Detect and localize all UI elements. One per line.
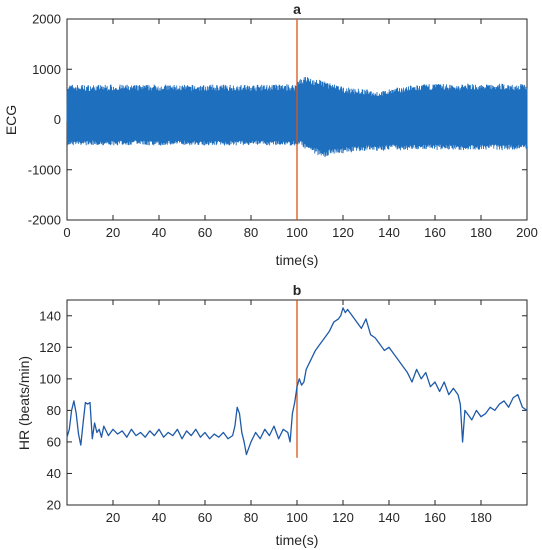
panel-a-x-tick-label-2: 40 <box>152 225 166 240</box>
panel-a-ticks: 0 20 40 60 80 100 120 140 160 180 200 -2000 -1000 0 10… <box>28 12 538 241</box>
panel-b-x-tick-label-0: 20 <box>106 510 120 525</box>
panel-a-x-tick-label-0: 0 <box>63 225 70 240</box>
panel-b-x-tick-label-4: 100 <box>286 510 308 525</box>
panel-a-x-tick-label-6: 120 <box>332 225 354 240</box>
ecg-panel: a 0 20 40 60 80 100 120 140 160 180 200-2000-10000… <box>3 1 538 268</box>
panel-b-title: b <box>293 282 302 298</box>
hr-panel: b 20 40 60 80 100 120 140 160 180 20 40 60 80 100 120 1… <box>16 282 528 548</box>
panel-b-y-tick-label-6: 140 <box>39 308 61 323</box>
panel-b-y-tick-label-1: 40 <box>47 466 61 481</box>
panel-b-y-tick-label-5: 120 <box>39 340 61 355</box>
panel-b-y-tick-label-3: 80 <box>47 403 61 418</box>
panel-b-x-label: time(s) <box>276 532 319 548</box>
panel-a-y-tick-label-1: -1000 <box>28 162 61 177</box>
panel-a-x-tick-label-7: 140 <box>378 225 400 240</box>
panel-b-x-tick-label-3: 80 <box>244 510 258 525</box>
panel-a-x-tick-label-1: 20 <box>106 225 120 240</box>
panel-b-x-tick-label-1: 40 <box>152 510 166 525</box>
panel-a-title: a <box>293 1 301 17</box>
panel-b-x-tick-label-2: 60 <box>198 510 212 525</box>
panel-b-x-tick-label-5: 120 <box>332 510 354 525</box>
hr-line <box>66 307 528 456</box>
panel-a-y-tick-label-2: 0 <box>54 112 61 127</box>
panel-a-y-tick-label-0: -2000 <box>28 213 61 228</box>
panel-a-x-tick-label-8: 160 <box>424 225 446 240</box>
panel-b-y-tick-label-4: 100 <box>39 371 61 386</box>
panel-b-ticks: 20 40 60 80 100 120 140 160 180 20 40 60 80 100 120 140 <box>39 300 527 525</box>
panel-a-y-tick-label-3: 1000 <box>32 62 61 77</box>
panel-a-x-tick-label-9: 180 <box>470 225 492 240</box>
panel-a-y-tick-label-4: 2000 <box>32 12 61 27</box>
panel-b-y-tick-label-0: 20 <box>47 498 61 513</box>
panel-b-x-tick-label-6: 140 <box>378 510 400 525</box>
panel-b-x-tick-label-7: 160 <box>424 510 446 525</box>
panel-b-y-tick-label-2: 60 <box>47 434 61 449</box>
panel-b-x-tick-label-8: 180 <box>470 510 492 525</box>
panel-a-x-tick-label-5: 100 <box>286 225 308 240</box>
panel-a-x-tick-label-4: 80 <box>244 225 258 240</box>
panel-b-y-label: HR (beats/min) <box>16 356 32 450</box>
panel-a-x-tick-label-3: 60 <box>198 225 212 240</box>
panel-a-x-label: time(s) <box>276 252 319 268</box>
panel-a-x-tick-label-10: 200 <box>516 225 538 240</box>
panel-a-y-label: ECG <box>3 105 19 135</box>
hr-series <box>66 307 528 456</box>
